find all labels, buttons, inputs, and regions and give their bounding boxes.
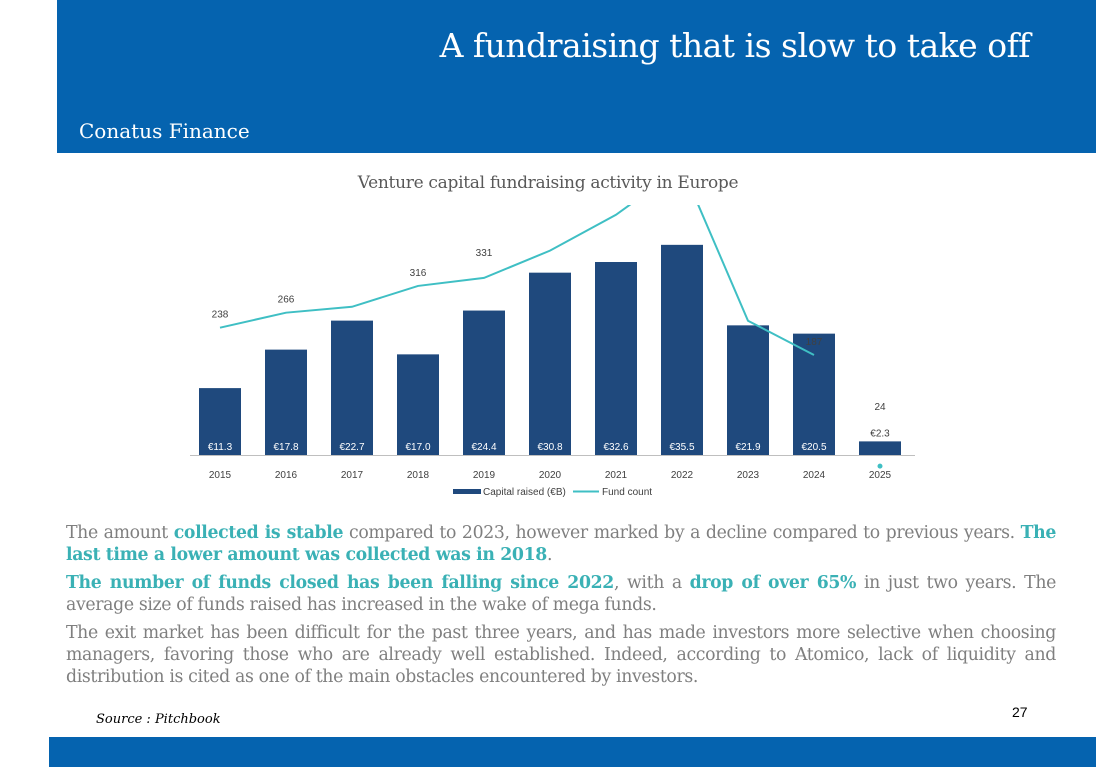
bar-label-2018: €17.0 — [405, 442, 430, 453]
category-label-2016: 2016 — [275, 470, 298, 481]
body-text-run: The exit market has been difficult for t… — [66, 623, 1056, 687]
category-label-2015: 2015 — [209, 470, 232, 481]
category-label-2019: 2019 — [473, 470, 496, 481]
category-label-2023: 2023 — [737, 470, 760, 481]
category-label-2025: 2025 — [869, 470, 892, 481]
fund-count-label-2017: 277 — [344, 275, 361, 286]
footer-band — [49, 737, 1096, 767]
body-text: The amount collected is stable compared … — [66, 522, 1056, 694]
bar-2020 — [529, 272, 571, 455]
bar-2022 — [661, 244, 703, 455]
category-label-2017: 2017 — [341, 470, 364, 481]
fund-count-line — [219, 205, 815, 356]
paragraph-2: The number of funds closed has been fall… — [66, 572, 1056, 616]
bar-2023 — [727, 325, 769, 455]
body-text-run: The amount — [66, 523, 174, 543]
fund-count-label-2020: 382 — [542, 219, 559, 230]
bar-label-2023: €21.9 — [735, 442, 760, 453]
slide-title: A fundraising that is slow to take off — [439, 26, 1031, 65]
bar-2018 — [397, 354, 439, 455]
fund-count-point-2025 — [877, 463, 883, 469]
fund-count-label-2024: 187 — [806, 337, 823, 348]
source-note: Source : Pitchbook — [96, 712, 221, 727]
chart-title: Venture capital fundraising activity in … — [357, 173, 739, 193]
bar-label-2025: €2.3 — [870, 428, 890, 439]
highlight-text: The last time a lower amount was collect… — [66, 523, 1056, 565]
category-label-2022: 2022 — [671, 470, 694, 481]
highlight-text: collected is stable — [173, 523, 344, 543]
fund-count-label-2025: 24 — [874, 402, 886, 413]
legend-swatch-capital — [453, 489, 481, 494]
bar-2017 — [331, 320, 373, 455]
fundraising-chart: €11.3 2015 €17.8 2016 €22.7 2017 €17.0 2018 €24.… — [190, 205, 915, 498]
header-band: A fundraising that is slow to take off C… — [57, 0, 1096, 153]
body-text-run: , with a — [613, 573, 690, 593]
paragraph-3: The exit market has been difficult for t… — [66, 622, 1056, 688]
brand-name: Conatus Finance — [79, 119, 250, 143]
bar-label-2017: €22.7 — [339, 442, 364, 453]
bar-2024 — [793, 333, 835, 455]
fund-count-label-2016: 266 — [278, 295, 295, 306]
bar-label-2022: €35.5 — [669, 442, 694, 453]
bar-label-2020: €30.8 — [537, 442, 562, 453]
bar-2015 — [199, 388, 241, 455]
bar-label-2019: €24.4 — [471, 442, 496, 453]
category-label-2018: 2018 — [407, 470, 430, 481]
fund-count-label-2015: 238 — [212, 310, 229, 321]
page-number: 27 — [1012, 704, 1028, 720]
bar-label-2016: €17.8 — [273, 442, 298, 453]
highlight-text: The number of funds closed has been fall… — [66, 573, 614, 593]
body-text-run: . — [546, 545, 553, 565]
body-text-run: compared to 2023, however marked by a de… — [343, 523, 1021, 543]
bar-label-2015: €11.3 — [208, 442, 233, 453]
category-label-2021: 2021 — [605, 470, 628, 481]
body-text-run: in just two years. The average size of f… — [66, 573, 1056, 615]
category-label-2020: 2020 — [539, 470, 562, 481]
bar-2016 — [265, 349, 307, 455]
bar-2019 — [463, 310, 505, 455]
category-label-2024: 2024 — [803, 470, 826, 481]
fund-count-label-2019: 331 — [476, 248, 493, 259]
highlight-text: drop of over 65% — [689, 573, 857, 593]
bar-label-2024: €20.5 — [801, 442, 826, 453]
legend-label-fund-count: Fund count — [602, 487, 652, 498]
legend-label-capital: Capital raised (€B) — [483, 487, 566, 498]
bar-label-2021: €32.6 — [603, 442, 628, 453]
fund-count-label-2023: 251 — [740, 291, 757, 302]
bar-2025 — [859, 441, 901, 455]
paragraph-1: The amount collected is stable compared … — [66, 522, 1056, 566]
fund-count-label-2018: 316 — [410, 268, 427, 279]
bar-2021 — [595, 262, 637, 455]
